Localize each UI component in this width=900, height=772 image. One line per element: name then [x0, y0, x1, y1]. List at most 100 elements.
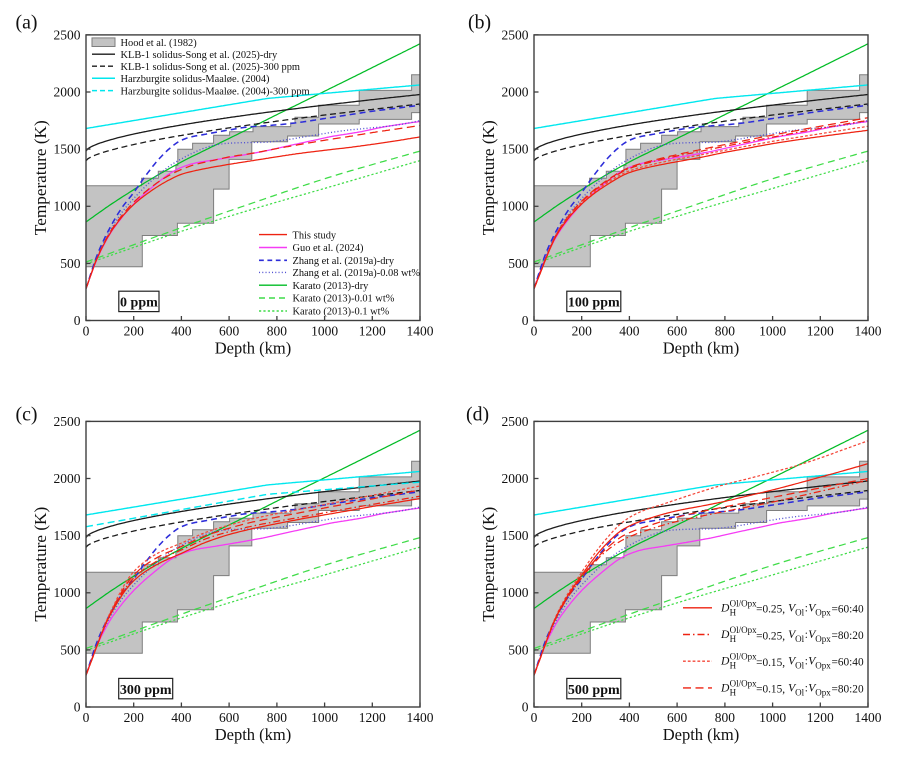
- svg-text:500 ppm: 500 ppm: [568, 683, 620, 698]
- svg-text:2500: 2500: [502, 27, 529, 42]
- svg-text:400: 400: [619, 324, 640, 339]
- svg-text:H: H: [730, 607, 737, 617]
- svg-text:0: 0: [531, 710, 538, 725]
- svg-text:Temperature (K): Temperature (K): [479, 507, 498, 622]
- svg-text:300 ppm: 300 ppm: [120, 683, 172, 698]
- svg-text:Hood et al. (1982): Hood et al. (1982): [121, 38, 197, 49]
- svg-text:600: 600: [219, 710, 240, 725]
- svg-text:1500: 1500: [502, 142, 529, 157]
- svg-text:KLB-1 solidus-Song et al. (202: KLB-1 solidus-Song et al. (2025)-dry: [121, 50, 279, 61]
- svg-text:0: 0: [83, 710, 90, 725]
- svg-text:500: 500: [60, 256, 81, 271]
- svg-text:200: 200: [124, 324, 145, 339]
- svg-text:Karato (2013)-dry: Karato (2013)-dry: [293, 281, 370, 292]
- svg-text:400: 400: [171, 324, 192, 339]
- svg-text:500: 500: [508, 642, 529, 657]
- svg-text:1400: 1400: [407, 324, 434, 339]
- svg-text:2000: 2000: [54, 84, 81, 99]
- svg-text:Harzburgite solidus-Maaløe. (2: Harzburgite solidus-Maaløe. (2004): [121, 74, 270, 85]
- svg-text:1000: 1000: [502, 199, 529, 214]
- svg-text:800: 800: [715, 324, 736, 339]
- svg-text:Depth (km): Depth (km): [215, 338, 292, 357]
- svg-text:800: 800: [715, 710, 736, 725]
- svg-text:V: V: [808, 601, 817, 614]
- svg-text:800: 800: [267, 324, 288, 339]
- svg-text:=0.15,: =0.15,: [756, 657, 785, 669]
- svg-text:D: D: [720, 681, 730, 694]
- svg-text:0: 0: [522, 313, 529, 328]
- svg-text:Ol/Opx: Ol/Opx: [730, 652, 758, 662]
- svg-text:2000: 2000: [502, 84, 529, 99]
- svg-text:1400: 1400: [855, 710, 882, 725]
- svg-text:Zhang et al. (2019a)-dry: Zhang et al. (2019a)-dry: [293, 256, 395, 267]
- svg-text:400: 400: [619, 710, 640, 725]
- svg-text:1000: 1000: [311, 710, 338, 725]
- svg-text:Guo et al. (2024): Guo et al. (2024): [293, 243, 364, 254]
- svg-text:(a): (a): [16, 12, 38, 34]
- svg-text:D: D: [720, 601, 730, 614]
- svg-text:V: V: [788, 601, 797, 614]
- svg-text:V: V: [808, 681, 817, 694]
- svg-text:H: H: [730, 634, 737, 644]
- svg-text:1200: 1200: [359, 710, 386, 725]
- svg-text:1000: 1000: [759, 324, 786, 339]
- svg-text:Karato (2013)-0.1 wt%: Karato (2013)-0.1 wt%: [293, 307, 390, 318]
- svg-text::: :: [805, 682, 808, 694]
- svg-text:1200: 1200: [359, 324, 386, 339]
- svg-text:D: D: [720, 655, 730, 668]
- svg-text:Zhang et al. (2019a)-0.08 wt%: Zhang et al. (2019a)-0.08 wt%: [293, 268, 421, 279]
- svg-text::: :: [805, 629, 808, 641]
- svg-text:1000: 1000: [502, 585, 529, 600]
- svg-text:200: 200: [572, 324, 593, 339]
- svg-text:1400: 1400: [855, 324, 882, 339]
- svg-text:V: V: [808, 628, 817, 641]
- svg-text:Opx: Opx: [815, 607, 831, 617]
- svg-text:500: 500: [508, 256, 529, 271]
- svg-text::: :: [805, 656, 808, 668]
- svg-text:Ol: Ol: [795, 634, 804, 644]
- svg-text:Temperature (K): Temperature (K): [31, 120, 50, 235]
- svg-text:H: H: [730, 687, 737, 697]
- svg-text:V: V: [788, 681, 797, 694]
- svg-text:2500: 2500: [502, 414, 529, 429]
- svg-text:=80:20: =80:20: [832, 630, 864, 642]
- svg-text:Opx: Opx: [815, 687, 831, 697]
- svg-text:0: 0: [531, 324, 538, 339]
- svg-text::: :: [805, 602, 808, 614]
- svg-text:600: 600: [667, 710, 688, 725]
- svg-text:1000: 1000: [54, 199, 81, 214]
- svg-text:Depth (km): Depth (km): [663, 725, 740, 744]
- svg-text:=60:40: =60:40: [832, 657, 864, 669]
- svg-text:Depth (km): Depth (km): [663, 338, 740, 357]
- svg-text:0: 0: [74, 699, 81, 714]
- svg-text:(b): (b): [468, 12, 491, 34]
- svg-text:V: V: [788, 628, 797, 641]
- svg-text:2500: 2500: [54, 414, 81, 429]
- svg-text:Harzburgite solidus-Maaløe. (2: Harzburgite solidus-Maaløe. (2004)-300 p…: [121, 86, 310, 97]
- svg-text:1000: 1000: [759, 710, 786, 725]
- svg-text:Ol/Opx: Ol/Opx: [730, 678, 758, 688]
- svg-text:1400: 1400: [407, 710, 434, 725]
- svg-text:=0.25,: =0.25,: [756, 630, 785, 642]
- svg-text:1200: 1200: [807, 710, 834, 725]
- svg-text:D: D: [720, 628, 730, 641]
- svg-text:2500: 2500: [54, 27, 81, 42]
- svg-text:Temperature (K): Temperature (K): [31, 507, 50, 622]
- svg-text:0 ppm: 0 ppm: [120, 296, 158, 311]
- svg-text:Opx: Opx: [815, 661, 831, 671]
- svg-text:H: H: [730, 661, 737, 671]
- svg-text:Temperature (K): Temperature (K): [479, 120, 498, 235]
- svg-text:1200: 1200: [807, 324, 834, 339]
- svg-text:800: 800: [267, 710, 288, 725]
- svg-text:This study: This study: [293, 230, 337, 241]
- svg-text:100 ppm: 100 ppm: [568, 296, 620, 311]
- svg-text:Depth (km): Depth (km): [215, 725, 292, 744]
- svg-text:2000: 2000: [54, 471, 81, 486]
- svg-text:Ol/Opx: Ol/Opx: [730, 598, 758, 608]
- svg-text:0: 0: [83, 324, 90, 339]
- svg-text:200: 200: [124, 710, 145, 725]
- svg-text:V: V: [808, 655, 817, 668]
- svg-text:500: 500: [60, 642, 81, 657]
- svg-text:Ol: Ol: [795, 607, 804, 617]
- svg-text:=80:20: =80:20: [832, 683, 864, 695]
